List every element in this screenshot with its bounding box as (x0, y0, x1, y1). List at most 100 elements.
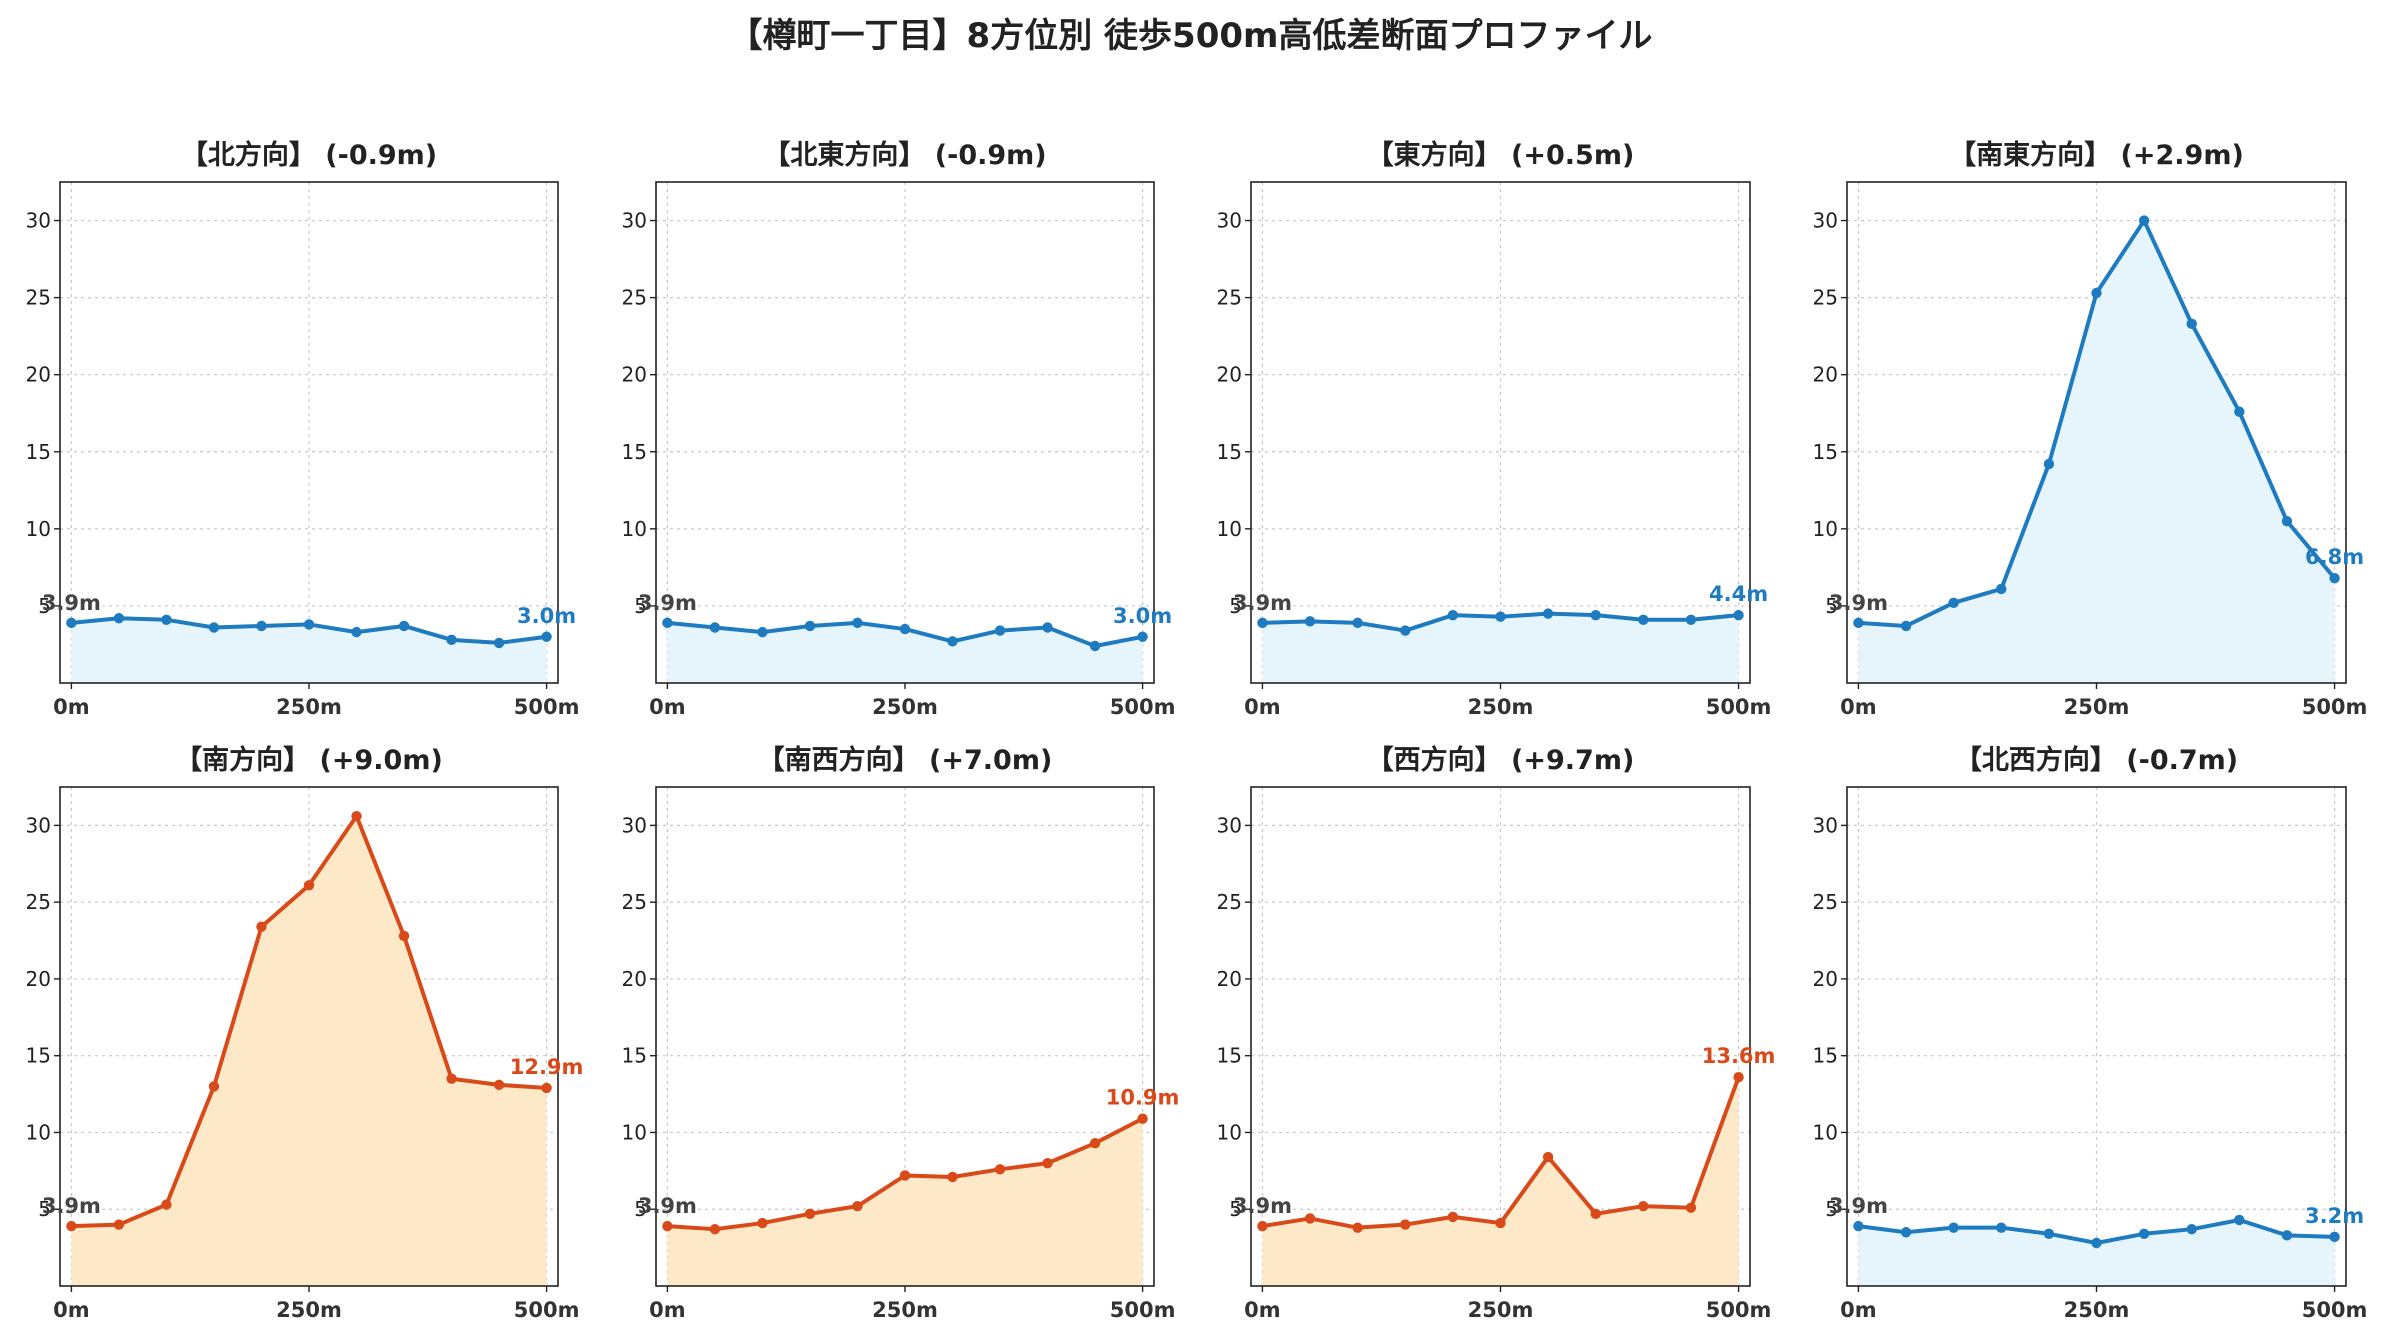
x-tick-label: 250m (1468, 1298, 1534, 1322)
data-point (303, 880, 315, 891)
x-tick-label: 250m (2064, 1298, 2130, 1322)
x-tick-label: 0m (1840, 695, 1877, 719)
subplot-5: 5 10 15 20 25 30 0m 250m 500m 【南方向】 (+9.0m) 3.9m 12… (26, 744, 584, 1322)
data-point (1400, 1219, 1411, 1230)
data-point (1042, 622, 1053, 633)
data-point (256, 921, 267, 932)
axes-frame (1250, 181, 1751, 684)
data-point (1352, 617, 1363, 629)
data-point (1089, 1138, 1101, 1149)
data-point (757, 626, 768, 638)
data-point (1352, 1222, 1363, 1233)
data-point (662, 1220, 673, 1232)
data-point (2043, 458, 2055, 470)
data-point (541, 631, 552, 642)
data-point (709, 622, 721, 633)
y-tick-label: 5 (634, 1197, 647, 1221)
y-tick-label: 15 (26, 440, 51, 464)
x-tick-label: 500m (514, 1298, 580, 1322)
y-tick-label: 5 (1825, 1197, 1838, 1221)
y-tick-label: 20 (1813, 363, 1838, 387)
data-point (1495, 1217, 1506, 1229)
y-tick-label: 10 (1813, 517, 1838, 541)
x-tick-label: 0m (1244, 695, 1281, 719)
data-point (1542, 1151, 1554, 1163)
subplot-title: 【北東方向】 (-0.9m) (763, 139, 1046, 171)
figure-title: 【樽町一丁目】8方位別 徒歩500m高低差断面プロファイル (728, 16, 1653, 56)
y-tick-label: 15 (1813, 440, 1838, 464)
y-tick-label: 25 (1813, 286, 1838, 310)
x-tick-label: 0m (1244, 1298, 1281, 1322)
data-point (2138, 1228, 2150, 1239)
y-tick-label: 25 (1217, 286, 1242, 310)
data-point (1042, 1157, 1053, 1169)
data-point (1996, 583, 2007, 595)
data-point (2281, 1230, 2293, 1241)
subplot-title: 【西方向】 (+9.7m) (1367, 744, 1635, 776)
data-point (947, 1171, 958, 1183)
data-point (947, 636, 958, 647)
y-tick-label: 25 (622, 890, 647, 914)
end-elevation-label: 10.9m (1106, 1086, 1180, 1110)
data-point (2281, 515, 2293, 527)
y-tick-label: 30 (1217, 209, 1242, 233)
y-tick-label: 10 (1217, 517, 1242, 541)
end-elevation-label: 13.6m (1702, 1044, 1776, 1068)
data-point (852, 617, 863, 629)
area-fill (71, 816, 547, 1286)
data-point (1590, 609, 1601, 621)
x-tick-label: 500m (1110, 1298, 1176, 1322)
data-point (2186, 318, 2197, 330)
data-point (1853, 617, 1864, 629)
area-fill (667, 622, 1143, 683)
y-tick-label: 5 (1825, 594, 1838, 618)
data-point (2329, 572, 2340, 584)
data-point (1590, 1208, 1601, 1220)
data-point (2329, 1231, 2340, 1243)
x-tick-label: 500m (1110, 695, 1176, 719)
subplot-title: 【南方向】 (+9.0m) (175, 744, 443, 776)
data-point (1853, 1220, 1864, 1232)
x-tick-label: 0m (53, 695, 90, 719)
y-tick-label: 30 (1217, 813, 1242, 837)
y-tick-label: 10 (26, 517, 51, 541)
y-tick-label: 30 (622, 813, 647, 837)
data-point (2043, 1228, 2055, 1239)
start-elevation-label: 3.9m (638, 1194, 697, 1218)
subplot-2: 5 10 15 20 25 30 0m 250m 500m 【北東方向】 (-0.9m) 3.9m 3… (622, 139, 1176, 719)
data-point (899, 1170, 911, 1181)
y-tick-label: 15 (1217, 1044, 1242, 1068)
area-fill (1262, 613, 1739, 683)
end-elevation-label: 3.2m (2305, 1204, 2364, 1228)
y-tick-label: 15 (1813, 1044, 1838, 1068)
data-point (493, 1079, 505, 1091)
data-point (1638, 1200, 1649, 1212)
data-point (398, 620, 410, 632)
data-point (1733, 1071, 1744, 1083)
end-elevation-label: 6.8m (2305, 545, 2364, 569)
y-tick-label: 10 (622, 1120, 647, 1144)
data-point (113, 1219, 125, 1230)
data-point (852, 1200, 863, 1212)
y-tick-label: 20 (1813, 967, 1838, 991)
data-point (1447, 609, 1459, 621)
data-point (66, 1220, 77, 1232)
y-tick-label: 5 (634, 594, 647, 618)
data-point (1900, 1227, 1912, 1238)
data-point (493, 637, 505, 649)
area-fill (1858, 220, 2335, 684)
y-tick-label: 15 (26, 1044, 51, 1068)
data-point (2234, 1214, 2245, 1226)
data-point (1495, 611, 1506, 622)
data-point (1900, 620, 1912, 632)
data-point (1257, 1220, 1268, 1232)
y-tick-label: 30 (622, 209, 647, 233)
y-tick-label: 20 (26, 967, 51, 991)
x-tick-label: 0m (649, 1298, 686, 1322)
data-point (1447, 1211, 1459, 1223)
x-tick-label: 250m (276, 695, 342, 719)
y-tick-label: 5 (1229, 1197, 1242, 1221)
subplot-7: 5 10 15 20 25 30 0m 250m 500m 【西方向】 (+9.7m) 3.9m 13… (1217, 744, 1776, 1322)
y-tick-label: 20 (1217, 967, 1242, 991)
data-point (1137, 631, 1148, 642)
